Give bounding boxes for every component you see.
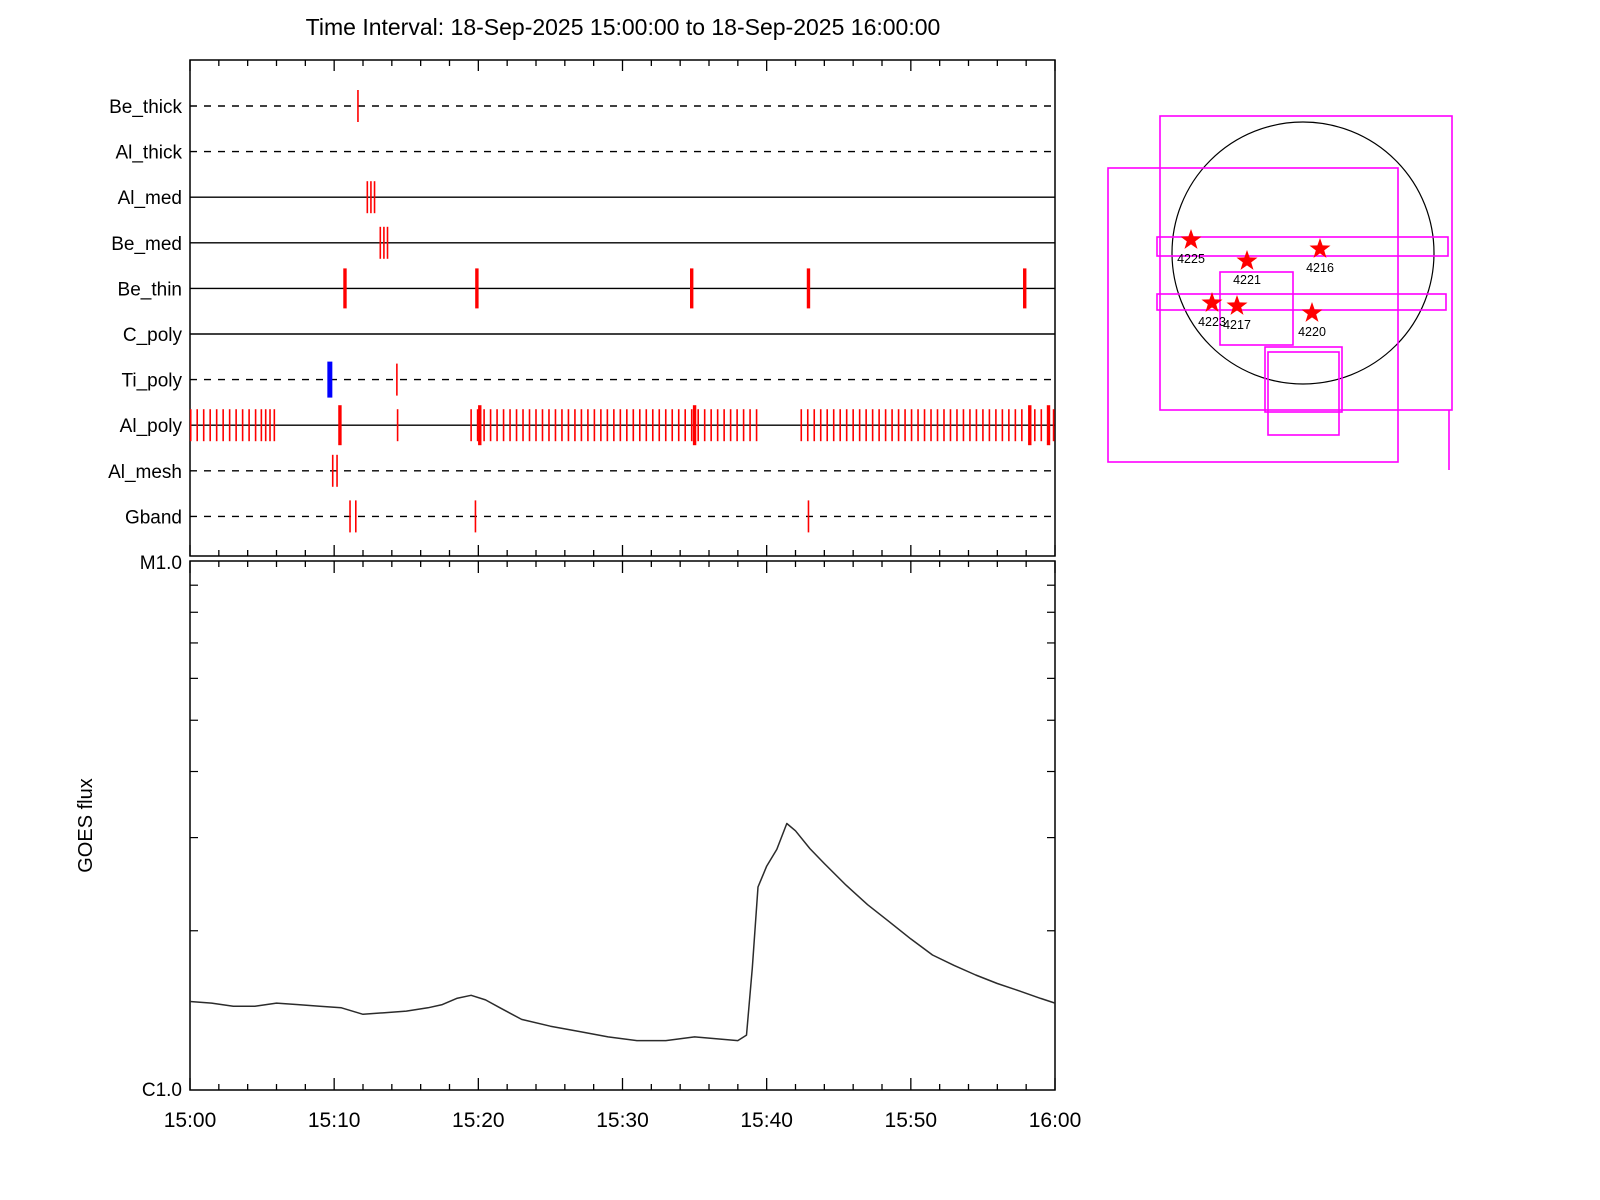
goes-flux-curve	[189, 822, 1056, 1042]
active-region-star	[1236, 250, 1258, 270]
chart-title: Time Interval: 18-Sep-2025 15:00:00 to 1…	[305, 14, 941, 40]
fov-rect	[1156, 293, 1447, 311]
solar-disk-limb	[1171, 121, 1435, 385]
goes-ymax-label: M1.0	[140, 553, 182, 574]
row-label-Al_poly: Al_poly	[120, 416, 183, 437]
active-region-label: 4221	[1233, 273, 1261, 287]
active-region-label: 4220	[1298, 325, 1326, 339]
fov-rect	[1159, 115, 1453, 411]
row-label-Al_mesh: Al_mesh	[108, 462, 182, 483]
goes-ymin-label: C1.0	[142, 1080, 182, 1101]
active-region-label: 4217	[1223, 318, 1251, 332]
fov-rect	[1219, 271, 1294, 346]
goes-ylabel: GOES flux	[75, 778, 97, 872]
x-tick-label: 15:10	[308, 1109, 361, 1132]
row-label-Al_med: Al_med	[118, 188, 182, 209]
x-tick-label: 15:30	[596, 1109, 649, 1132]
active-region-star	[1180, 229, 1202, 249]
x-tick-label: 15:40	[740, 1109, 793, 1132]
active-region-star	[1301, 302, 1323, 322]
row-label-Be_thin: Be_thin	[118, 279, 182, 300]
row-label-Ti_poly: Ti_poly	[121, 371, 182, 392]
timeline-panel: Be_thick Al_thick Al_med Be_med Be_thin C_pol…	[108, 59, 1056, 557]
fov-rect	[1107, 167, 1399, 463]
fov-rect	[1156, 236, 1449, 257]
active-region-label: 4223	[1198, 315, 1226, 329]
row-label-Gband: Gband	[125, 507, 182, 528]
active-region-star	[1309, 238, 1331, 258]
row-label-C_poly: C_poly	[123, 325, 183, 346]
x-tick-label: 16:00	[1029, 1109, 1082, 1132]
active-region-label: 4225	[1177, 252, 1205, 266]
goes-panel: GOES flux M1.0 C1.0 15:00 15:10 15:20 15:30 15:…	[75, 553, 1081, 1132]
row-label-Al_thick: Al_thick	[115, 143, 182, 164]
fov-rect	[1267, 351, 1340, 436]
x-tick-label: 15:00	[164, 1109, 217, 1132]
x-tick-label: 15:20	[452, 1109, 505, 1132]
active-region-star	[1226, 295, 1248, 315]
fov-rect	[1264, 346, 1343, 413]
goes-panel-border	[189, 560, 1056, 1091]
row-label-Be_thick: Be_thick	[109, 97, 182, 118]
x-tick-label: 15:50	[885, 1109, 938, 1132]
active-region-star	[1201, 292, 1223, 312]
timeline-panel-border	[189, 59, 1056, 557]
row-label-Be_med: Be_med	[111, 234, 182, 255]
active-region-label: 4216	[1306, 261, 1334, 275]
